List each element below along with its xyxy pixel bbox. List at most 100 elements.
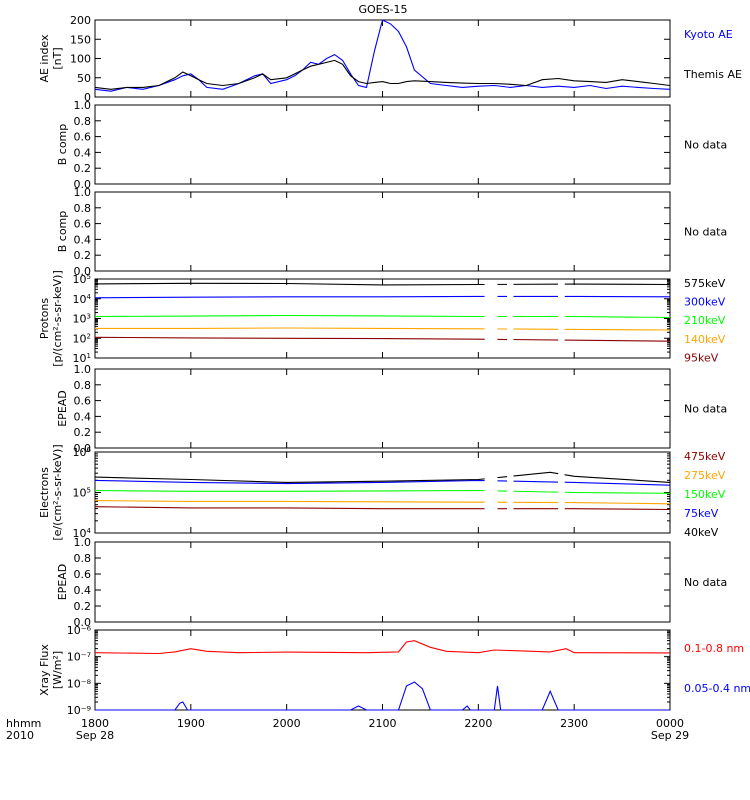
y-tick-label: 0 [84,91,91,104]
y-tick-label: 105 [73,487,91,500]
no-data-message: No data [684,226,727,239]
panel-frame [94,368,671,449]
time-prefix-hhmm: hhmm [6,717,41,730]
data-gap [507,280,514,357]
series-line-300kev [94,295,671,299]
time-axis: hhmm 2010 1800 1900 2000 2100 2200 2300 0000Se… [6,717,689,742]
legend-entry: 300keV [684,296,726,309]
series-line-140kev [95,327,671,331]
y-tick-label: 0.2 [74,600,92,613]
y-tick-label: 1.0 [74,536,92,549]
y-tick-label: 0.0 [74,265,92,278]
y-tick-label: 200 [70,14,91,27]
legend-entry: Kyoto AE [684,28,733,41]
panel-epead1: 0.0 0.2 0.4 0.6 0.8 1.0 EPEAD No data [56,363,727,455]
y-tick-label: 103 [73,313,91,326]
y-tick-label: 50 [77,72,91,85]
x-tick-label: 0000 [656,717,684,730]
y-axis-label: B comp [56,124,69,166]
panel-protons: 101 102 103 104 105 Protons [p/(cm²-s-sr-keV)]… [38,270,726,367]
data-gap [558,453,565,532]
series-line-75kev [94,479,671,486]
y-tick-label: 100 [70,53,91,66]
x-tick-label: 2100 [369,717,397,730]
y-tick-label: 10⁻⁷ [67,651,91,664]
y-tick-label: 10⁻⁹ [67,704,91,717]
y-axis-label: EPEAD [56,564,69,601]
panel-epead2: 0.0 0.2 0.4 0.6 0.8 1.0 EPEAD No data [56,536,727,629]
y-axis-label: AE index [38,34,51,83]
legend-entry: 150keV [684,488,726,501]
y-tick-label: 0.0 [74,178,92,191]
y-tick-label: 1.0 [74,99,92,112]
legend-entry: 575keV [684,277,726,290]
x-tick-label: 2000 [273,717,301,730]
y-tick-label: 0.6 [74,218,92,231]
x-date-label: Sep 29 [651,729,689,742]
data-gap [484,280,498,357]
series-line-kyoto-ae [94,19,671,92]
y-axis-label: [W/m²] [51,651,64,689]
series-line-95kev [94,336,671,342]
time-prefix-year: 2010 [6,729,34,742]
y-tick-label: 105 [73,273,91,286]
y-tick-label: 0.0 [74,616,92,629]
legend-entry: 95keV [684,351,719,364]
y-tick-label: 0.4 [74,410,92,423]
legend-entry: 0.05-0.4 nm [684,682,750,695]
y-axis-label: [nT] [51,47,64,69]
plot-title: GOES-15 [358,3,407,16]
panel-xray: 10⁻⁹ 10⁻⁸ 10⁻⁷ 10⁻⁶ Xray Flux [W/m²] 0.1-0.8 n… [38,624,750,717]
series-line-40kev [94,471,671,483]
y-tick-label: 106 [73,446,92,459]
x-tick-label: 1800 [81,717,109,730]
legend-entry: 75keV [684,507,719,520]
panel-electrons: 104 105 106 Electrons [e/(cm²-s-sr-keV)] 475k… [38,444,726,540]
panel-frame [94,19,671,98]
legend-entry: 475keV [684,450,726,463]
y-tick-label: 1.0 [74,186,92,199]
series-line-0-05-0-4-nm [95,681,670,711]
y-tick-label: 150 [70,33,91,46]
data-gap [507,453,514,532]
legend-entry: 0.1-0.8 nm [684,642,744,655]
y-tick-label: 10⁻⁸ [67,677,92,690]
data-gap [484,453,498,532]
legend-entry: 210keV [684,314,726,327]
y-axis-label: Protons [38,298,51,339]
panel-frame [94,104,671,185]
series-line-150kev [94,489,671,494]
y-tick-label: 0.2 [74,249,92,262]
y-axis-label: Electrons [38,467,51,518]
y-tick-label: 102 [73,332,91,345]
legend-entry: 275keV [684,469,726,482]
y-tick-label: 0.6 [74,568,92,581]
y-tick-label: 104 [73,293,92,306]
no-data-message: No data [684,403,727,416]
y-tick-label: 0.4 [74,584,92,597]
panel-ae: 0 50 100 150 200 AE index [nT] Kyoto AE Themis A… [38,14,742,104]
y-tick-label: 0.8 [74,379,92,392]
y-axis-label: [e/(cm²-s-sr-keV)] [51,444,64,540]
panel-bcomp1: 0.0 0.2 0.4 0.6 0.8 1.0 B comp No data [56,99,727,191]
y-tick-label: 0.8 [74,115,92,128]
legend-entry: 40keV [684,526,719,539]
y-tick-label: 0.6 [74,131,92,144]
y-tick-label: 0.8 [74,552,92,565]
x-tick-label: 2200 [464,717,492,730]
series-line-themis-ae [94,59,671,90]
x-date-label: Sep 28 [76,729,114,742]
series-line-475kev [94,506,671,511]
panel-bcomp2: 0.0 0.2 0.4 0.6 0.8 1.0 B comp No data [56,186,727,278]
panel-frame [94,191,671,272]
y-axis-label: B comp [56,211,69,253]
series-line-0-1-0-8-nm [94,640,671,655]
series-line-575kev [94,282,671,286]
y-tick-label: 0.4 [74,146,92,159]
panel-frame [94,541,671,623]
series-line-210kev [94,314,671,319]
panels: 0 50 100 150 200 AE index [nT] Kyoto AE Themis A… [38,14,750,717]
y-axis-label: [p/(cm²-s-sr-keV)] [51,270,64,367]
x-tick-label: 2300 [560,717,588,730]
y-tick-label: 104 [73,527,92,540]
